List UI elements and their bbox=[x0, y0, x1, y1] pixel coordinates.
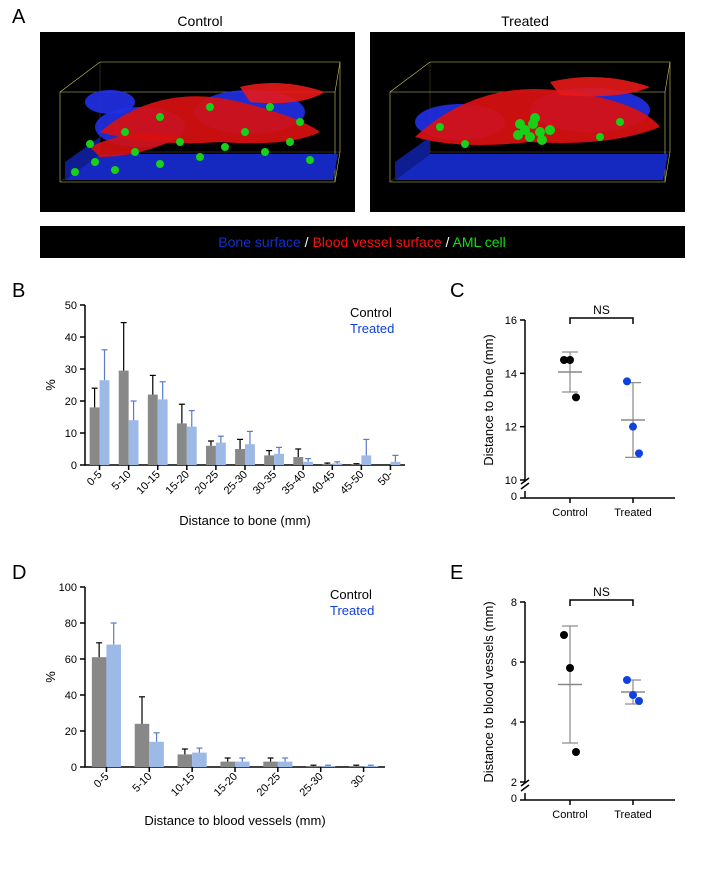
svg-text:Control: Control bbox=[330, 587, 372, 602]
figure-root: A B C D E Control Treated bbox=[0, 0, 709, 871]
svg-text:30: 30 bbox=[65, 364, 77, 376]
svg-text:Control: Control bbox=[552, 507, 587, 519]
svg-text:50: 50 bbox=[65, 300, 77, 312]
svg-text:15-20: 15-20 bbox=[164, 469, 192, 497]
svg-text:0-5: 0-5 bbox=[85, 469, 105, 489]
svg-text:Treated: Treated bbox=[614, 809, 652, 821]
panel-label-c: C bbox=[450, 280, 464, 303]
svg-text:30-: 30- bbox=[349, 770, 369, 790]
svg-text:%: % bbox=[43, 379, 58, 391]
svg-text:Control: Control bbox=[552, 809, 587, 821]
svg-text:40: 40 bbox=[65, 690, 77, 702]
svg-text:2: 2 bbox=[511, 777, 517, 789]
svg-text:40-45: 40-45 bbox=[309, 469, 337, 497]
svg-text:20: 20 bbox=[65, 396, 77, 408]
svg-text:8: 8 bbox=[511, 597, 517, 609]
svg-text:30-35: 30-35 bbox=[251, 469, 279, 497]
panel-a-legend-text: Bone surface / Blood vessel surface / AM… bbox=[218, 234, 505, 250]
svg-text:35-40: 35-40 bbox=[280, 469, 308, 497]
svg-text:Distance to blood vessels (mm): Distance to blood vessels (mm) bbox=[144, 813, 325, 828]
svg-text:0: 0 bbox=[71, 460, 77, 472]
svg-text:0: 0 bbox=[511, 793, 517, 805]
svg-text:5-10: 5-10 bbox=[130, 771, 154, 795]
svg-text:0-5: 0-5 bbox=[92, 771, 112, 791]
svg-text:12: 12 bbox=[505, 422, 517, 434]
svg-text:Treated: Treated bbox=[330, 603, 374, 618]
svg-text:NS: NS bbox=[593, 303, 610, 317]
svg-text:80: 80 bbox=[65, 618, 77, 630]
svg-text:10: 10 bbox=[65, 428, 77, 440]
svg-text:14: 14 bbox=[505, 368, 517, 380]
svg-text:15-20: 15-20 bbox=[212, 771, 240, 799]
panel-e-chart: 0 2 4 6 8 Distance to blood vessels (mm) Contr… bbox=[470, 572, 700, 852]
svg-text:100: 100 bbox=[59, 582, 77, 594]
svg-text:Distance to bone (mm): Distance to bone (mm) bbox=[179, 513, 311, 528]
svg-text:20-25: 20-25 bbox=[255, 771, 283, 799]
svg-text:Distance to blood vessels (mm): Distance to blood vessels (mm) bbox=[481, 601, 496, 782]
svg-text:40: 40 bbox=[65, 332, 77, 344]
svg-text:0: 0 bbox=[511, 491, 517, 503]
panel-c-chart: 0 10 12 14 16 Distance to bone (mm) Control Tre… bbox=[470, 290, 700, 550]
panel-label-e: E bbox=[450, 562, 463, 585]
svg-text:50-: 50- bbox=[376, 468, 396, 488]
svg-text:20: 20 bbox=[65, 726, 77, 738]
svg-text:10-15: 10-15 bbox=[134, 469, 162, 497]
svg-text:4: 4 bbox=[511, 717, 517, 729]
svg-text:NS: NS bbox=[593, 585, 610, 599]
svg-text:16: 16 bbox=[505, 315, 517, 327]
panel-label-d: D bbox=[12, 562, 26, 585]
panel-a-images bbox=[40, 32, 685, 212]
svg-text:%: % bbox=[43, 671, 58, 683]
svg-text:25-30: 25-30 bbox=[222, 469, 250, 497]
svg-text:Control: Control bbox=[350, 305, 392, 320]
svg-text:25-30: 25-30 bbox=[297, 771, 325, 799]
svg-text:0: 0 bbox=[71, 762, 77, 774]
svg-text:60: 60 bbox=[65, 654, 77, 666]
panel-d-chart: 0 20 40 60 80 100% 0-5 5-10 10-15 15-20 20-25 25-30… bbox=[35, 572, 435, 862]
panel-a-title-treated: Treated bbox=[501, 13, 549, 29]
panel-label-a: A bbox=[12, 6, 25, 29]
svg-text:10: 10 bbox=[505, 475, 517, 487]
svg-text:6: 6 bbox=[511, 657, 517, 669]
panel-a-title-control: Control bbox=[177, 13, 222, 29]
svg-text:5-10: 5-10 bbox=[110, 469, 134, 493]
svg-text:45-50: 45-50 bbox=[338, 469, 366, 497]
svg-text:10-15: 10-15 bbox=[169, 771, 197, 799]
svg-text:Distance to bone (mm): Distance to bone (mm) bbox=[481, 334, 496, 466]
panel-label-b: B bbox=[12, 280, 25, 303]
svg-text:Treated: Treated bbox=[350, 321, 394, 336]
svg-text:Treated: Treated bbox=[614, 507, 652, 519]
panel-a: Control Treated bbox=[40, 10, 700, 266]
panel-b-chart: 01020304050%0-55-1010-1515-2020-2525-303… bbox=[35, 290, 435, 560]
svg-text:20-25: 20-25 bbox=[193, 469, 221, 497]
